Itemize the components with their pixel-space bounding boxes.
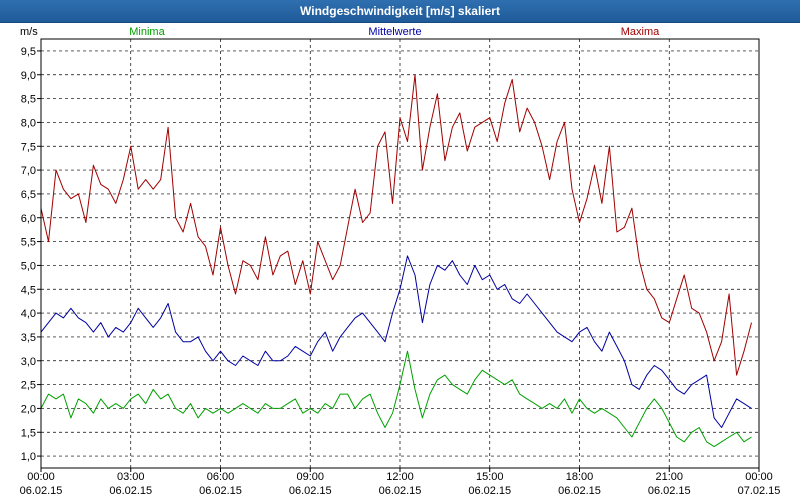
series-line-minima	[40, 350, 752, 448]
legend-minima: Minima	[129, 26, 165, 38]
legend-mittelwerte: Mittelwerte	[368, 26, 421, 38]
x-tick-time: 21:00	[655, 471, 683, 483]
axis-labels: 1,0 1,5 2,0 2,5 3,0 3,5 4,0 4,5 5,0 5,5 6,0 6,5 7,0 7…	[20, 26, 781, 497]
x-tick-date: 06.02.15	[468, 485, 511, 497]
x-tick-date: 06.02.15	[379, 485, 422, 497]
x-tick-date: 07.02.15	[738, 485, 781, 497]
y-tick-label: 2,5	[21, 380, 36, 392]
y-tick-label: 9,5	[21, 46, 36, 58]
y-tick-label: 3,0	[21, 356, 36, 368]
x-tick-time: 09:00	[296, 471, 324, 483]
x-tick-date: 06.02.15	[109, 485, 152, 497]
axes	[37, 38, 760, 472]
x-tick-date: 06.02.15	[648, 485, 691, 497]
series-line-maxima	[40, 74, 752, 376]
y-tick-label: 1,5	[21, 427, 36, 439]
series-line-mittelwerte	[40, 255, 752, 428]
x-tick-time: 00:00	[27, 471, 55, 483]
x-tick-time: 18:00	[566, 471, 594, 483]
chart-title: Windgeschwindigkeit [m/s] skaliert	[0, 0, 800, 23]
wind-speed-chart: 1,0 1,5 2,0 2,5 3,0 3,5 4,0 4,5 5,0 5,5 6,0 6,5 7,0 7…	[20, 26, 781, 497]
legend-maxima: Maxima	[621, 26, 660, 38]
x-tick-time: 15:00	[476, 471, 504, 483]
series-lines	[40, 74, 752, 448]
y-tick-label: 2,0	[21, 403, 36, 415]
y-tick-label: 6,5	[21, 189, 36, 201]
y-tick-label: 7,0	[21, 165, 36, 177]
y-tick-label: 1,0	[21, 451, 36, 463]
y-tick-label: 5,5	[21, 237, 36, 249]
y-tick-label: 4,0	[21, 308, 36, 320]
y-tick-label: 8,5	[21, 94, 36, 106]
y-tick-label: 9,0	[21, 70, 36, 82]
y-tick-label: 3,5	[21, 332, 36, 344]
x-tick-date: 06.02.15	[558, 485, 601, 497]
x-tick-time: 12:00	[386, 471, 414, 483]
x-tick-date: 06.02.15	[20, 485, 63, 497]
y-tick-label: 6,0	[21, 213, 36, 225]
y-axis-label: m/s	[20, 26, 38, 38]
x-tick-time: 00:00	[745, 471, 773, 483]
y-tick-label: 8,0	[21, 117, 36, 129]
grid	[41, 39, 759, 468]
x-tick-date: 06.02.15	[199, 485, 242, 497]
x-tick-time: 06:00	[207, 471, 235, 483]
y-tick-label: 5,0	[21, 260, 36, 272]
y-tick-label: 4,5	[21, 284, 36, 296]
plot-frame	[40, 38, 760, 469]
x-tick-date: 06.02.15	[289, 485, 332, 497]
x-tick-time: 03:00	[117, 471, 145, 483]
y-tick-label: 7,5	[21, 141, 36, 153]
